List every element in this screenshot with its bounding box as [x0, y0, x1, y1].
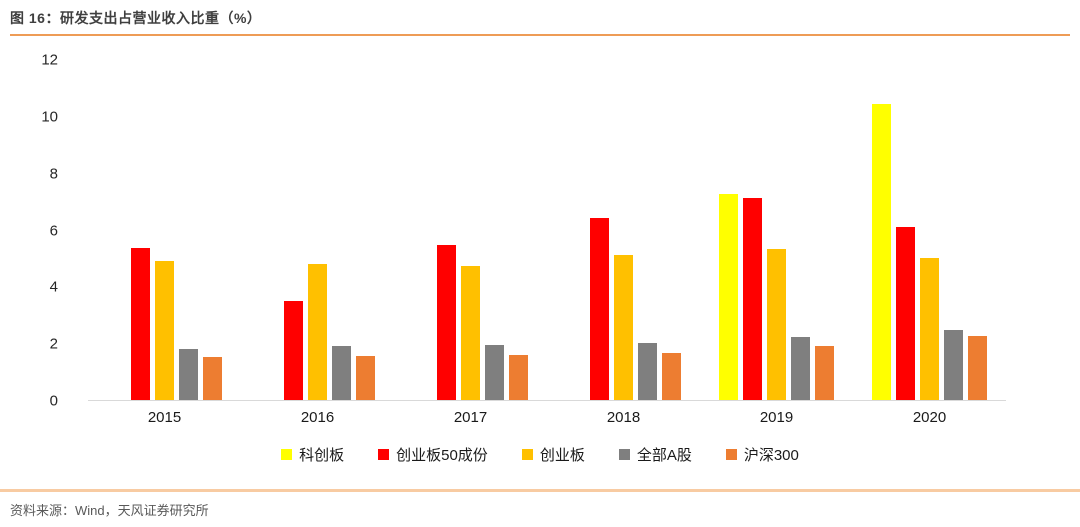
bar-创业板50成份-2016: [284, 300, 303, 400]
legend-label: 创业板: [539, 447, 585, 464]
bar-全部A股-2020: [944, 330, 963, 400]
legend-swatch-icon: [281, 449, 293, 460]
bar-全部A股-2019: [791, 337, 810, 400]
legend-label: 创业板50成份: [396, 447, 488, 464]
bar-沪深300-2015: [203, 357, 222, 400]
bar-沪深300-2018: [662, 353, 681, 400]
x-axis-label-2019: 2019: [759, 409, 794, 426]
bar-创业板-2016: [308, 263, 327, 400]
legend-swatch-icon: [618, 449, 630, 460]
bar-group-2016: [241, 60, 394, 400]
legend-item-创业板: 创业板: [521, 444, 585, 465]
footer-accent-rule: [0, 489, 1080, 492]
legend-label: 科创板: [299, 447, 345, 464]
bar-group-2017: [394, 60, 547, 400]
bar-创业板-2015: [155, 260, 174, 400]
x-axis-label-2015: 2015: [147, 409, 182, 426]
bar-创业板50成份-2017: [437, 245, 456, 400]
bar-科创板-2019: [719, 193, 738, 400]
legend-item-沪深300: 沪深300: [725, 444, 799, 465]
bar-创业板-2017: [461, 266, 480, 400]
x-axis-label-2017: 2017: [453, 409, 488, 426]
legend-item-科创板: 科创板: [281, 444, 344, 465]
bar-group-2018: [547, 60, 700, 400]
bar-沪深300-2016: [356, 355, 375, 400]
bar-全部A股-2015: [179, 348, 198, 400]
figure-header: 图 16：研发支出占营业收入比重（%）: [0, 0, 1080, 36]
source-note: 资料来源：Wind，天风证券研究所: [10, 503, 209, 518]
bar-科创板-2020: [872, 104, 891, 400]
bar-group-2020: [853, 60, 1006, 400]
chart-body: 0 2 4 6 8 10 12: [0, 52, 1080, 410]
y-axis-tick-12: 12: [41, 51, 58, 69]
y-axis-tick-4: 4: [49, 278, 58, 296]
legend: 科创板 创业板50成份 创业板 全部A股 沪深300: [0, 444, 1080, 465]
legend-label: 沪深300: [743, 447, 799, 464]
bar-group-2019: [700, 60, 853, 400]
bar-创业板-2020: [920, 257, 939, 400]
bar-创业板50成份-2020: [896, 226, 915, 400]
bar-创业板50成份-2019: [743, 198, 762, 400]
chart-title: 图 16：研发支出占营业收入比重（%）: [10, 10, 262, 26]
y-axis-tick-2: 2: [49, 335, 58, 353]
y-axis-tick-8: 8: [49, 165, 58, 183]
bar-全部A股-2017: [485, 344, 504, 400]
legend-swatch-icon: [725, 449, 737, 460]
y-axis-tick-10: 10: [41, 108, 58, 126]
bar-沪深300-2020: [968, 336, 987, 400]
bar-group-2015: [88, 60, 241, 400]
bar-沪深300-2019: [815, 346, 834, 400]
bar-全部A股-2018: [638, 343, 657, 400]
legend-item-创业板50成份: 创业板50成份: [378, 444, 488, 465]
bar-创业板50成份-2018: [590, 218, 609, 400]
bar-全部A股-2016: [332, 346, 351, 400]
legend-item-全部A股: 全部A股: [618, 444, 692, 465]
bar-创业板-2019: [767, 249, 786, 400]
bar-创业板50成份-2015: [131, 247, 150, 400]
plot-area: [88, 60, 1006, 401]
y-axis-tick-6: 6: [49, 222, 58, 239]
x-axis-label-2018: 2018: [606, 409, 641, 426]
bar-沪深300-2017: [509, 354, 528, 400]
x-axis: 2015 2016 2017 2018 2019 2020: [88, 409, 1080, 426]
bar-创业板-2018: [614, 255, 633, 400]
y-axis-tick-0: 0: [49, 392, 58, 410]
x-axis-label-2020: 2020: [912, 409, 947, 426]
legend-label: 全部A股: [636, 447, 692, 464]
legend-swatch-icon: [378, 449, 390, 460]
x-axis-label-2016: 2016: [300, 409, 335, 426]
legend-swatch-icon: [521, 449, 533, 460]
y-axis: 0 2 4 6 8 10 12: [0, 52, 88, 410]
header-accent-rule: [10, 34, 1070, 36]
